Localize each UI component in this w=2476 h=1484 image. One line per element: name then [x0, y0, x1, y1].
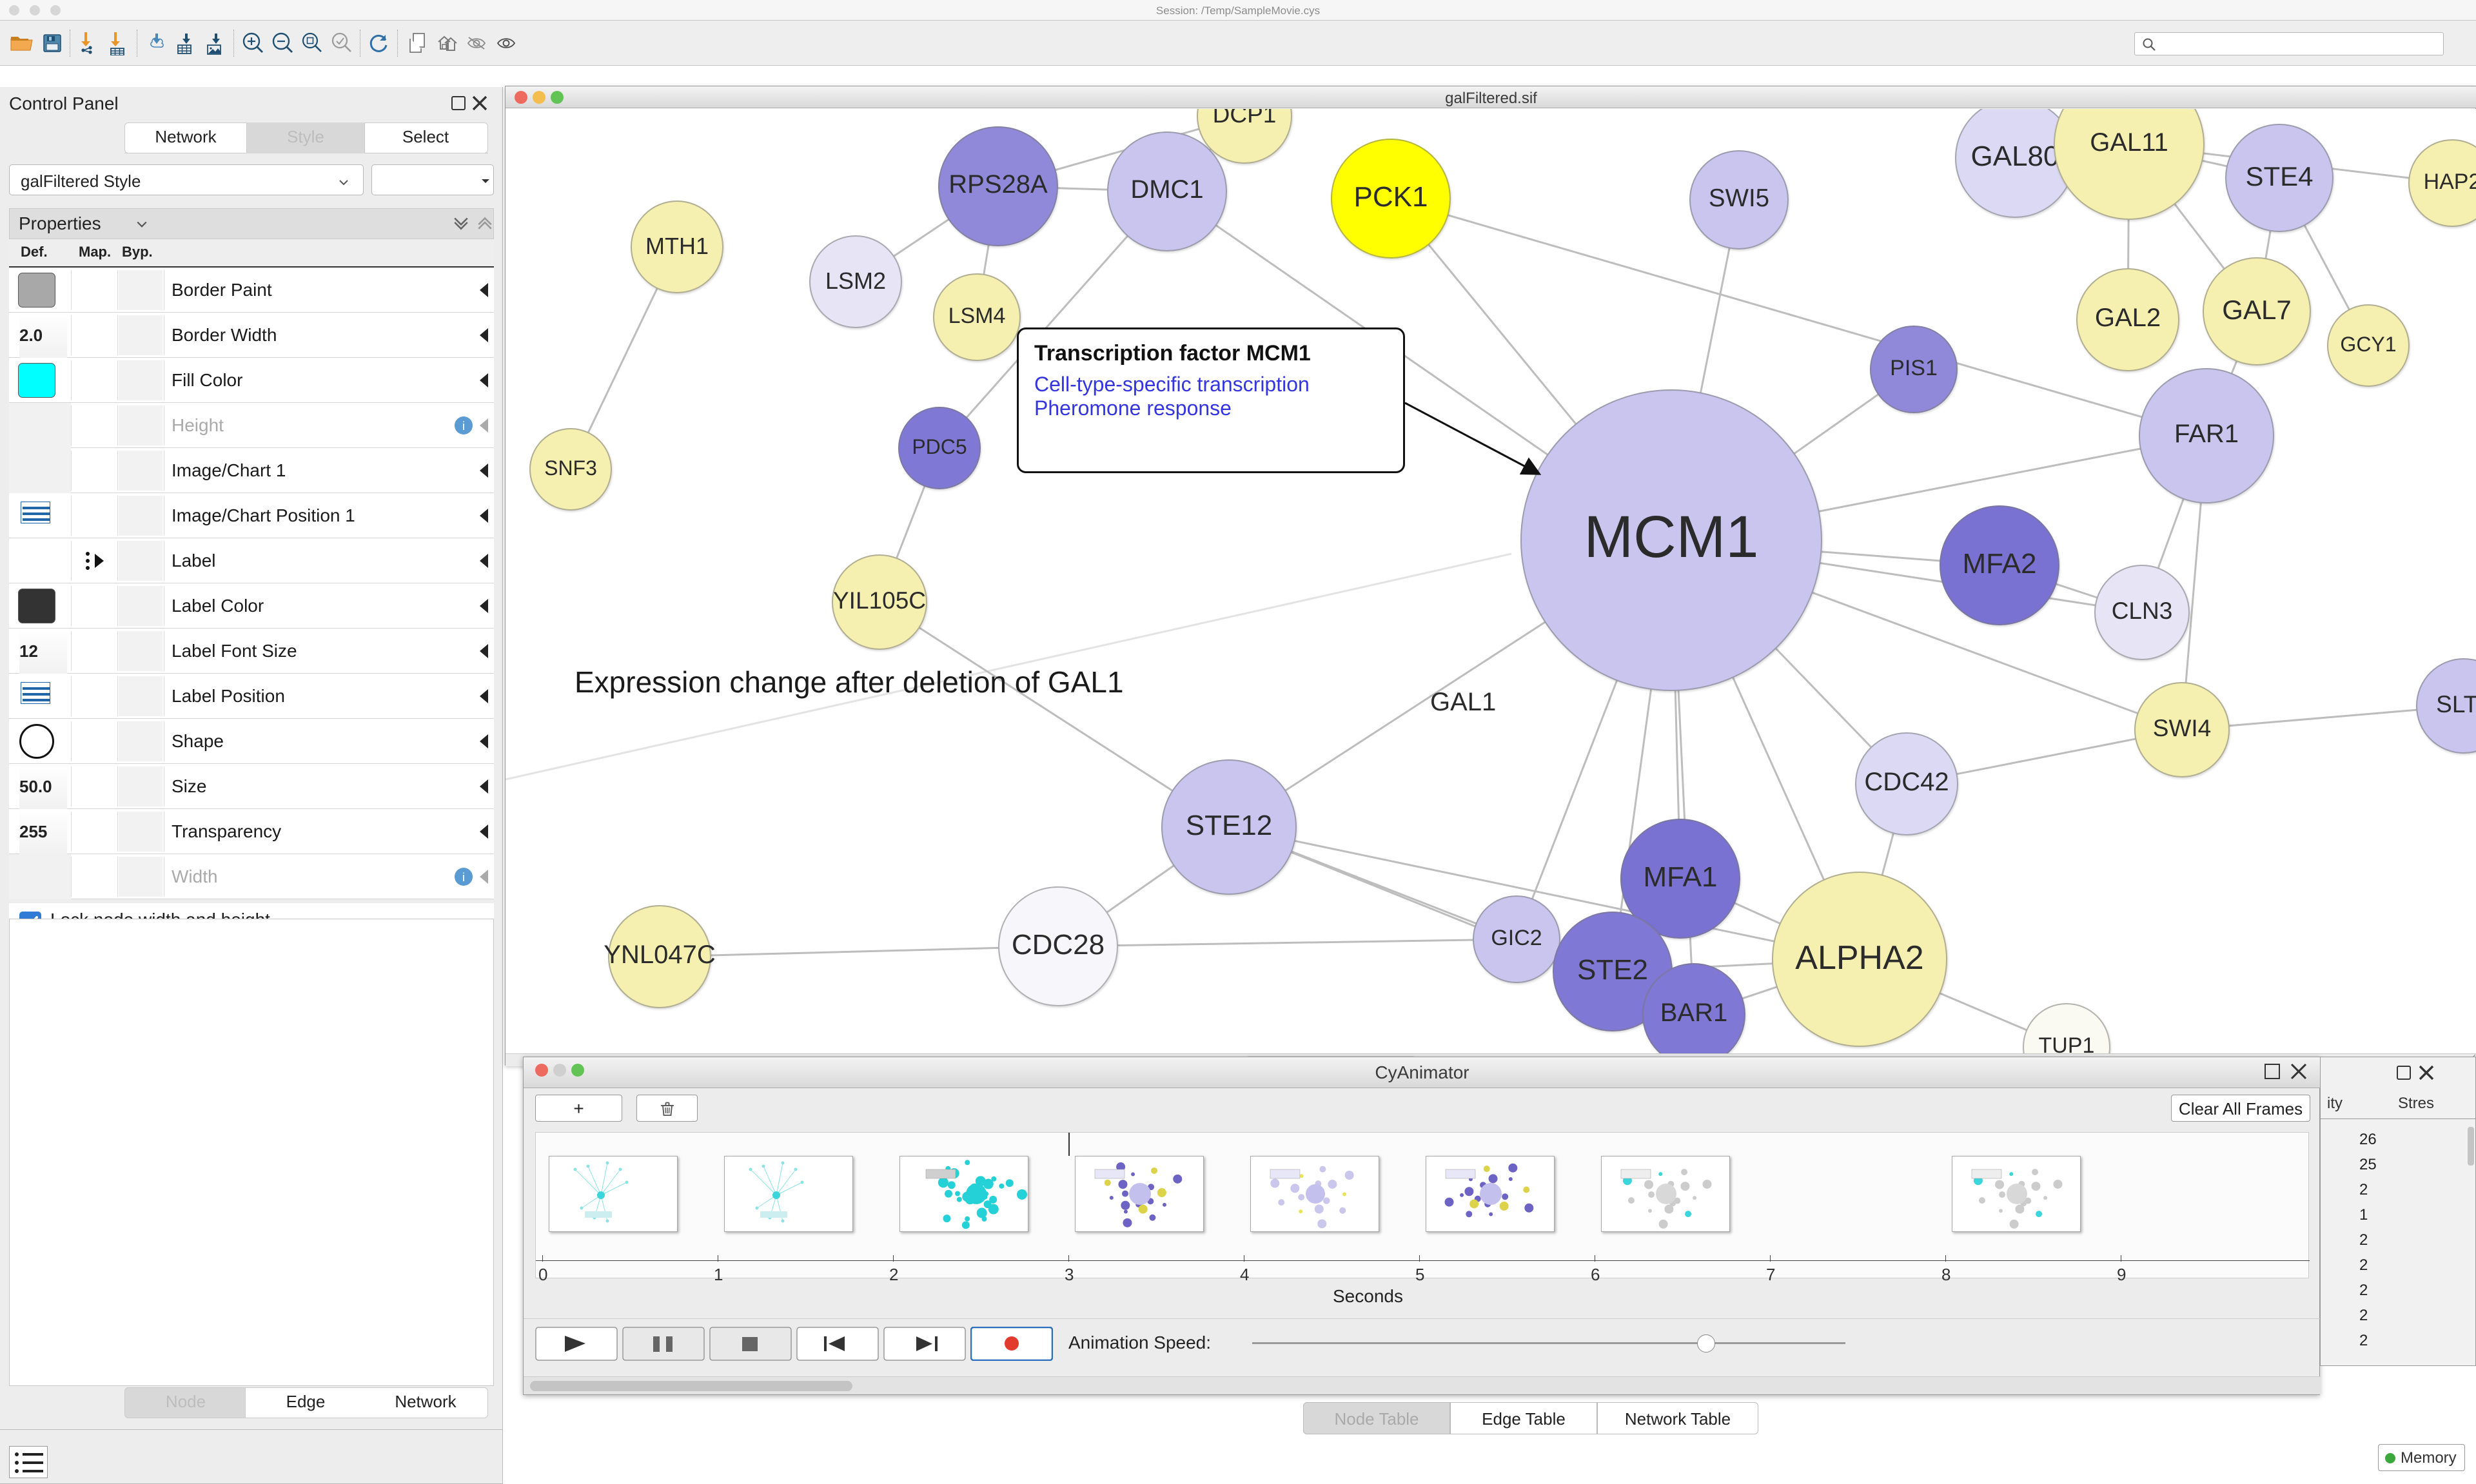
svg-text:i: i: [462, 420, 465, 433]
svg-text:i: i: [462, 871, 465, 884]
